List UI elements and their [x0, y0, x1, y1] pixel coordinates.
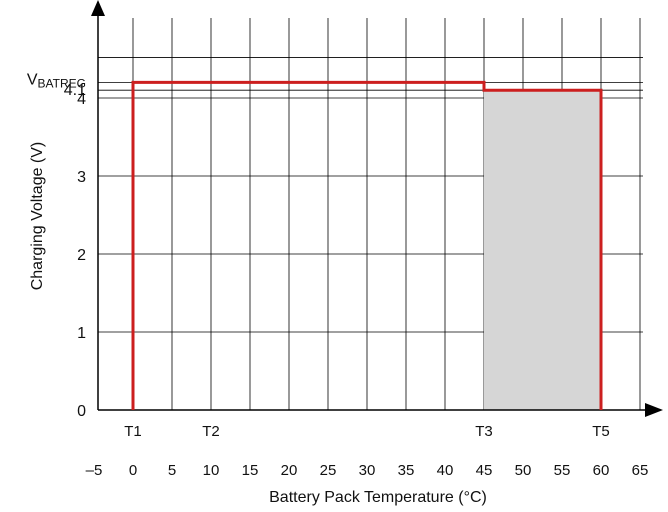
x-tick-label: 60 [593, 462, 610, 479]
x-tick-label: 20 [281, 462, 298, 479]
y-tick-label: 0 [77, 403, 86, 420]
threshold-label: T3 [475, 423, 493, 440]
x-tick-label: 55 [554, 462, 571, 479]
x-tick-label: 10 [203, 462, 220, 479]
x-tick-label: 5 [168, 462, 176, 479]
x-tick-label: 40 [437, 462, 454, 479]
x-tick-labels: –50510152025303540455055606570 [86, 462, 649, 479]
x-axis-label: Battery Pack Temperature (°C) [269, 489, 487, 506]
threshold-labels: T1 T2 T3 T5 [124, 423, 610, 440]
x-tick-label: 50 [515, 462, 532, 479]
y-tick-label: 4 [77, 91, 86, 108]
series-line [131, 80, 603, 410]
x-tick-label: 25 [320, 462, 337, 479]
x-tick-label: 15 [242, 462, 259, 479]
y-extra-label: 4.1 [64, 82, 86, 99]
threshold-label: T2 [202, 423, 220, 440]
shaded-region [484, 90, 601, 410]
vbatreg-label: VBATREG [27, 71, 86, 90]
x-tick-label: 35 [398, 462, 415, 479]
x-tick-label: –5 [86, 462, 103, 479]
y-tick-label: 1 [77, 325, 86, 342]
y-tick-label: 2 [77, 247, 86, 264]
x-axis-arrow [645, 403, 663, 417]
y-tick-label: 3 [77, 169, 86, 186]
threshold-label: T1 [124, 423, 142, 440]
y-axis-label: Charging Voltage (V) [29, 142, 46, 291]
x-tick-label: 65 [632, 462, 649, 479]
x-tick-label: 45 [476, 462, 493, 479]
y-axis-arrow [91, 0, 105, 16]
axes [91, 0, 663, 417]
x-tick-label: 30 [359, 462, 376, 479]
x-tick-label: 0 [129, 462, 137, 479]
threshold-label: T5 [592, 423, 610, 440]
